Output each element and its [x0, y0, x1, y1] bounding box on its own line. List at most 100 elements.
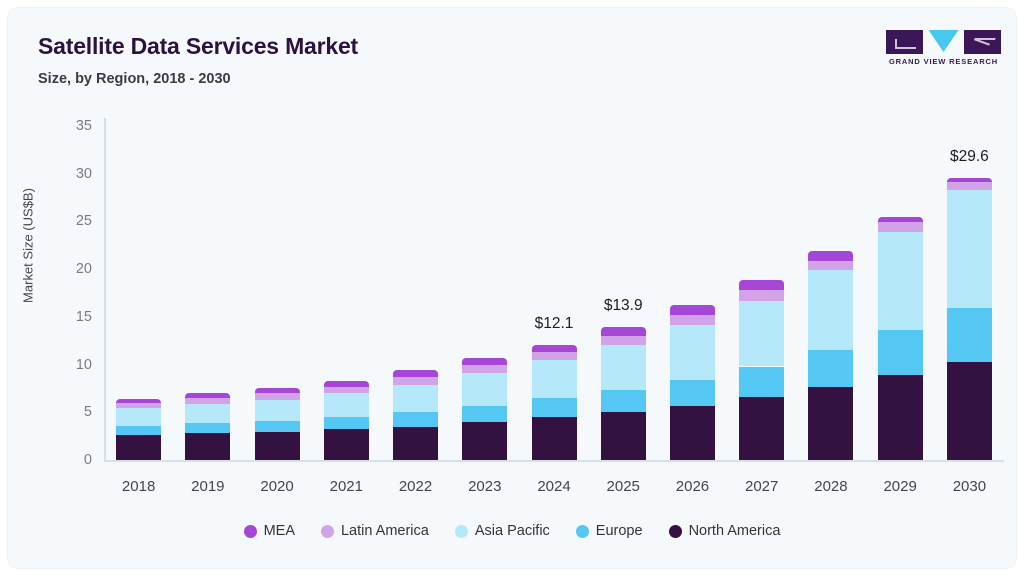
bar-segment[interactable]	[600, 327, 646, 336]
bar-segment[interactable]	[600, 344, 646, 391]
bar-stack[interactable]	[600, 126, 646, 460]
x-axis-tick: 2021	[329, 478, 363, 495]
bar-segment[interactable]	[946, 361, 992, 460]
bar-segment[interactable]	[462, 405, 508, 422]
bar-segment[interactable]	[739, 397, 785, 460]
bar-segment[interactable]	[669, 305, 715, 315]
bar-segment[interactable]	[116, 435, 162, 460]
bar-segment[interactable]	[946, 189, 992, 309]
bar-segment[interactable]	[462, 421, 508, 460]
bar-segment[interactable]	[323, 386, 369, 394]
chart-card: Satellite Data Services Market Size, by …	[8, 8, 1016, 568]
bar-stack[interactable]	[323, 126, 369, 460]
legend-label: MEA	[263, 523, 295, 539]
bar-segment[interactable]	[739, 300, 785, 367]
bar-segment[interactable]	[185, 393, 231, 398]
bar-segment[interactable]	[393, 426, 439, 460]
bar-segment[interactable]	[116, 425, 162, 436]
bar-segment[interactable]	[393, 377, 439, 385]
bar-segment[interactable]	[254, 399, 300, 421]
bar-segment[interactable]	[739, 279, 785, 291]
bar-segment[interactable]	[323, 417, 369, 430]
bar-segment[interactable]	[323, 429, 369, 460]
bar-segment[interactable]	[877, 375, 923, 460]
bar-segment[interactable]	[393, 384, 439, 413]
bar-value-label: $12.1	[534, 314, 574, 332]
bar-stack[interactable]	[808, 126, 854, 460]
bar-segment[interactable]	[808, 270, 854, 351]
bar-segment[interactable]	[531, 417, 577, 460]
bar-segment[interactable]	[808, 350, 854, 388]
bar-stack[interactable]	[739, 126, 785, 460]
bar-stack[interactable]	[254, 126, 300, 460]
bar-segment[interactable]	[877, 231, 923, 331]
bar-segment[interactable]	[393, 412, 439, 427]
bar-segment[interactable]	[323, 393, 369, 418]
bar-segment[interactable]	[254, 432, 300, 460]
bar-segment[interactable]	[600, 390, 646, 413]
bar-stack[interactable]	[393, 126, 439, 460]
bar-segment[interactable]	[669, 314, 715, 326]
bar-segment[interactable]	[669, 379, 715, 406]
bar-segment[interactable]	[185, 403, 231, 423]
bar-segment[interactable]	[323, 380, 369, 387]
bar-segment[interactable]	[462, 364, 508, 374]
bar-segment[interactable]	[116, 398, 162, 403]
bar-segment[interactable]	[185, 433, 231, 460]
bar-segment[interactable]	[808, 251, 854, 261]
bar-segment[interactable]	[185, 397, 231, 404]
x-axis-tick: 2030	[952, 478, 987, 495]
bar-chart-plot: Market Size (US$B) 0 5 10 15 20 25 30 35 2018 201…	[8, 8, 1016, 568]
bar-segment[interactable]	[877, 222, 923, 232]
legend-color-swatch	[320, 524, 334, 538]
bar-stack[interactable]	[462, 126, 508, 460]
bar-stack[interactable]	[116, 126, 162, 460]
legend-item[interactable]: North America	[668, 523, 780, 539]
legend-item[interactable]: MEA	[243, 523, 295, 539]
legend-item[interactable]: Asia Pacific	[454, 523, 550, 539]
bar-segment[interactable]	[254, 393, 300, 400]
bar-segment[interactable]	[254, 388, 300, 394]
logo-marks	[886, 30, 1001, 54]
grand-view-research-logo: GRAND VIEW RESEARCH	[886, 30, 1001, 70]
logo-text: GRAND VIEW RESEARCH	[888, 57, 999, 66]
bar-segment[interactable]	[116, 402, 162, 409]
bar-stack[interactable]	[185, 126, 231, 460]
bar-segment[interactable]	[531, 344, 577, 353]
bar-segment[interactable]	[462, 357, 508, 365]
bar-segment[interactable]	[116, 408, 162, 426]
bar-segment[interactable]	[808, 387, 854, 460]
bar-segment[interactable]	[946, 182, 992, 190]
bar-segment[interactable]	[808, 260, 854, 271]
legend-item[interactable]: Latin America	[320, 523, 429, 539]
bar-stack[interactable]	[531, 126, 577, 460]
bar-segment[interactable]	[185, 422, 231, 434]
bar-segment[interactable]	[669, 405, 715, 460]
bar-segment[interactable]	[254, 420, 300, 433]
bar-segment[interactable]	[946, 308, 992, 362]
chart-legend: MEA Latin America Asia Pacific Europe North …	[8, 523, 1016, 539]
bar-segment[interactable]	[669, 325, 715, 380]
bar-segment[interactable]	[531, 352, 577, 360]
bar-segment[interactable]	[393, 370, 439, 377]
logo-r-icon	[964, 30, 1001, 54]
bar-value-label: $13.9	[603, 297, 643, 315]
bar-stack[interactable]	[946, 126, 992, 460]
bar-stack[interactable]	[669, 126, 715, 460]
legend-item[interactable]: Europe	[575, 523, 643, 539]
y-axis-tick: 0	[83, 452, 92, 468]
bar-segment[interactable]	[739, 366, 785, 398]
bar-segment[interactable]	[600, 335, 646, 345]
bar-segment[interactable]	[531, 359, 577, 398]
y-axis-tick: 35	[75, 118, 92, 134]
bar-segment[interactable]	[531, 397, 577, 418]
bar-segment[interactable]	[462, 373, 508, 406]
bar-segment[interactable]	[877, 216, 923, 223]
x-axis-tick: 2027	[745, 478, 779, 495]
bar-segment[interactable]	[946, 177, 992, 183]
bar-stack[interactable]	[877, 126, 923, 460]
bar-segment[interactable]	[600, 412, 646, 460]
bar-segment[interactable]	[877, 330, 923, 376]
bar-segment[interactable]	[739, 290, 785, 301]
